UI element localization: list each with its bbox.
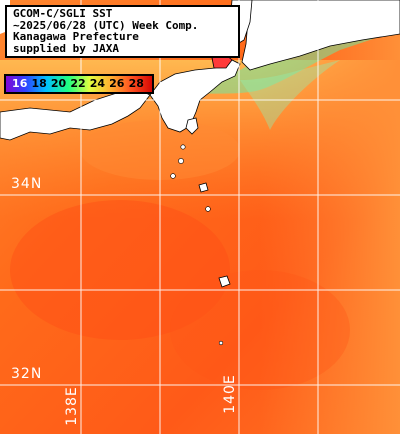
title-product: GCOM-C/SGLI SST	[13, 7, 113, 20]
legend-value: 20	[50, 77, 67, 90]
legend-value: 18	[31, 77, 47, 90]
land-izu-west	[0, 89, 151, 141]
legend-value: 22	[70, 77, 86, 90]
lat-label-34n: 34N	[11, 176, 43, 192]
island-aogashima	[218, 340, 224, 346]
legend-value: 28	[128, 77, 144, 90]
sea-warm-patch	[10, 200, 230, 340]
land-kanto	[241, 0, 400, 71]
land-izu-peninsula	[149, 59, 241, 133]
map-title-box: GCOM-C/SGLI SST ~2025/06/28 (UTC) Week C…	[5, 5, 240, 58]
island-shikinejima	[170, 173, 176, 179]
island-miyakejima	[198, 182, 209, 193]
legend-value: 24	[89, 77, 106, 90]
coastal-green-band	[240, 60, 340, 130]
island-toshima	[180, 144, 186, 150]
island-mikurajima	[205, 206, 211, 212]
sea-warm-patch	[170, 270, 350, 390]
legend-colorbar	[4, 74, 154, 94]
temperature-legend: 16 18 20 22 24 26 28	[4, 74, 154, 94]
island-oshima	[185, 117, 199, 135]
legend-value: 26	[109, 77, 125, 90]
lon-label-140e: 140E	[222, 374, 238, 414]
title-credit: supplied by JAXA	[13, 41, 119, 55]
lon-label-138e: 138E	[64, 386, 80, 426]
island-hachijojima	[218, 275, 231, 288]
island-niijima	[178, 158, 184, 164]
legend-value: 16	[12, 77, 28, 90]
title-date: ~2025/06/28 (UTC) Week Comp.	[13, 18, 199, 32]
title-region: Kanagawa Prefecture	[13, 30, 139, 43]
lat-label-32n: 32N	[11, 366, 43, 382]
